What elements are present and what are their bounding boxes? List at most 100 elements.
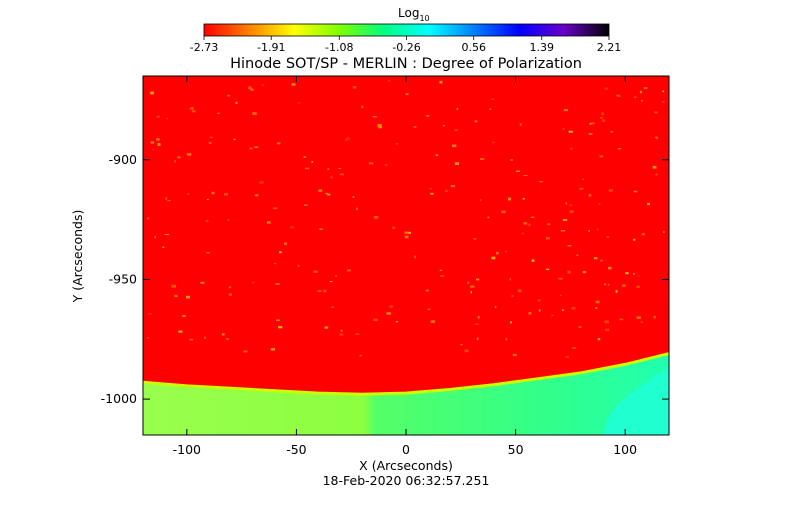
polarization-speckles [147,80,665,358]
polarization-speckle [519,123,522,126]
polarization-speckle [249,88,253,91]
polarization-speckle [473,238,477,240]
polarization-speckle [551,314,554,317]
polarization-speckle [279,251,282,254]
colorbar-tick-label: -0.26 [392,41,420,54]
polarization-speckle [491,256,496,260]
polarization-speckle [339,333,344,336]
polarization-speckle [476,278,480,281]
polarization-speckle [608,266,612,270]
polarization-speckle [633,238,636,241]
polarization-speckle [615,290,618,293]
polarization-speckle [346,137,350,140]
polarization-speckle [604,283,607,286]
polarization-speckle [470,291,472,294]
polarization-speckle [386,312,391,315]
colorbar-tick-label: 2.21 [597,41,622,54]
polarization-speckle [572,347,577,349]
colorbar-label: Log10 [398,6,430,23]
polarization-speckle [278,326,283,329]
polarization-speckle [509,278,512,281]
polarization-speckle [442,125,445,127]
polarization-speckle [578,326,582,328]
polarization-speckle [491,98,495,100]
polarization-speckle [414,255,416,259]
polarization-speckle [445,189,448,193]
polarization-speckle [221,333,225,336]
polarization-speckle [226,338,229,340]
polarization-speckle [619,318,624,321]
polarization-speckle [515,170,520,172]
polarization-speckle [522,198,525,200]
polarization-speckle [474,323,479,325]
polarization-speckle [562,309,564,311]
polarization-speckle [606,236,610,239]
polarization-speckle [266,221,271,224]
polarization-speckle [311,161,314,163]
timestamp: 18-Feb-2020 06:32:57.251 [323,473,490,488]
polarization-speckle [616,94,620,97]
polarization-speckle [157,143,161,146]
polarization-speckle [224,193,228,196]
polarization-speckle [164,234,169,235]
polarization-speckle [270,348,275,351]
polarization-speckle [576,254,579,256]
polarization-speckle [274,263,277,265]
polarization-speckle [641,100,643,102]
polarization-speckle [528,312,532,315]
polarization-speckle [378,126,382,129]
polarization-speckle [352,86,357,89]
polarization-speckle [154,236,156,239]
x-tick-label: -100 [173,442,201,457]
polarization-speckle [323,289,327,293]
polarization-speckle [588,133,593,135]
polarization-speckle [634,96,637,98]
polarization-speckle [530,216,535,218]
polarization-speckle [404,235,409,239]
polarization-speckle [479,158,485,160]
polarization-speckle [661,101,665,103]
colorbar-tick-label: -2.73 [190,41,218,54]
polarization-speckle [217,112,220,114]
polarization-speckle [227,218,230,221]
polarization-speckle [505,338,508,341]
polarization-speckle [608,189,613,192]
polarization-speckle [150,141,155,144]
polarization-speckle [489,108,492,110]
polarization-speckle [275,283,280,285]
polarization-speckle [174,294,178,298]
polarization-speckle [639,90,642,94]
polarization-speckle [467,281,470,285]
polarization-speckle [633,190,638,193]
polarization-speckle [505,250,507,253]
polarization-speckle [182,314,186,317]
polarization-speckle [228,286,232,289]
polarization-speckle [208,141,212,145]
polarization-speckle [186,153,192,156]
polarization-speckle [200,281,205,284]
polarization-speckle [372,116,377,118]
polarization-speckle [547,223,551,226]
polarization-speckle [476,337,479,341]
polarization-speckle [563,109,569,112]
colorbar-tick-label: -1.91 [257,41,285,54]
polarization-speckle [617,148,622,150]
polarization-speckle [595,300,600,304]
polarization-speckle [521,232,524,235]
colorbar-tick-label: 1.39 [530,41,555,54]
polarization-speckle [492,141,495,144]
polarization-speckle [191,110,196,113]
polarization-speckle [474,120,478,123]
polarization-speckle [313,270,318,273]
off-limb-region [603,368,669,435]
polarization-speckle [565,202,568,205]
polarization-speckle [227,94,231,97]
polarization-speckle [440,275,445,277]
polarization-speckle [291,83,296,86]
polarization-speckle [435,154,439,156]
polarization-speckle [439,269,443,272]
polarization-speckle [429,188,433,190]
polarization-speckle [426,115,430,117]
polarization-speckle [329,281,333,283]
polarization-speckle [249,147,253,150]
